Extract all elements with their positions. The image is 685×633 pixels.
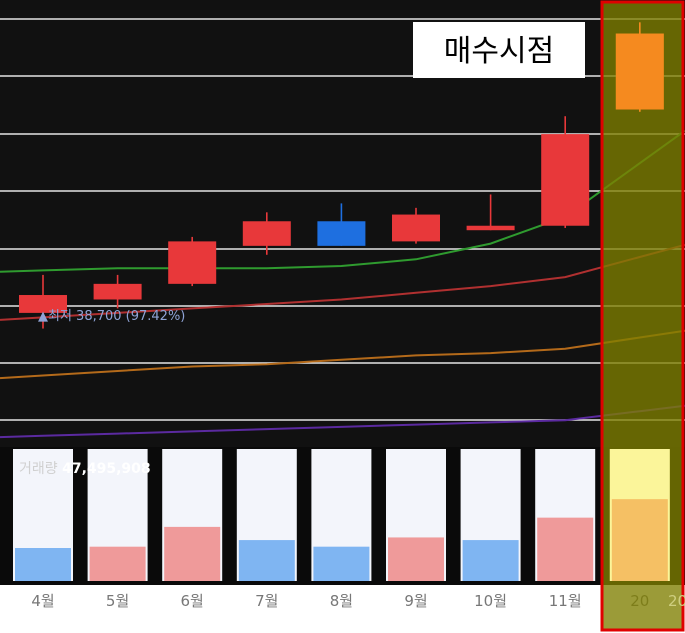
x-tick-label: 9월 <box>404 592 427 610</box>
annotation-box <box>413 22 585 78</box>
volume-bar <box>537 517 594 581</box>
x-tick-label: 6월 <box>181 592 204 610</box>
x-tick-label: 8월 <box>330 592 353 610</box>
moving-average-red <box>0 243 685 321</box>
volume-bar <box>388 537 444 581</box>
x-tick-label: 5월 <box>106 592 129 610</box>
moving-average-green <box>0 129 685 273</box>
candle-body <box>466 225 515 231</box>
axis-strip <box>0 585 685 633</box>
x-tick-label: 11월 <box>549 592 582 610</box>
candle-body <box>168 241 217 284</box>
candle-body <box>93 283 142 300</box>
volume-bar <box>238 540 295 581</box>
candle-body <box>242 221 291 246</box>
moving-average-orange <box>0 329 685 380</box>
moving-average-purple <box>0 404 685 439</box>
x-tick-label-partial: 20 <box>668 592 685 610</box>
candle-body <box>541 134 590 226</box>
volume-label: 거래량 47,495,908 <box>19 461 151 477</box>
low-price-marker: ▲최저 38,700 (97.42%) <box>38 309 185 324</box>
x-tick-label: 4월 <box>31 592 54 610</box>
buy-point-border <box>600 0 685 632</box>
volume-label-value: 47,495,908 <box>62 461 151 477</box>
volume-bar <box>164 526 221 581</box>
volume-label-prefix: 거래량 <box>19 461 62 477</box>
candle-body <box>317 221 366 246</box>
x-tick-label: 7월 <box>255 592 278 610</box>
volume-bar <box>15 548 71 581</box>
highlight-candle-body <box>615 33 664 110</box>
highlight-volume-bar <box>611 499 668 581</box>
x-tick-label: 10월 <box>474 592 507 610</box>
candle-body <box>19 295 67 313</box>
volume-bar <box>89 546 146 581</box>
candle-body <box>392 214 440 242</box>
annotation-label: 매수시점 <box>444 34 554 69</box>
volume-bar <box>313 546 370 581</box>
volume-bar <box>462 540 519 581</box>
